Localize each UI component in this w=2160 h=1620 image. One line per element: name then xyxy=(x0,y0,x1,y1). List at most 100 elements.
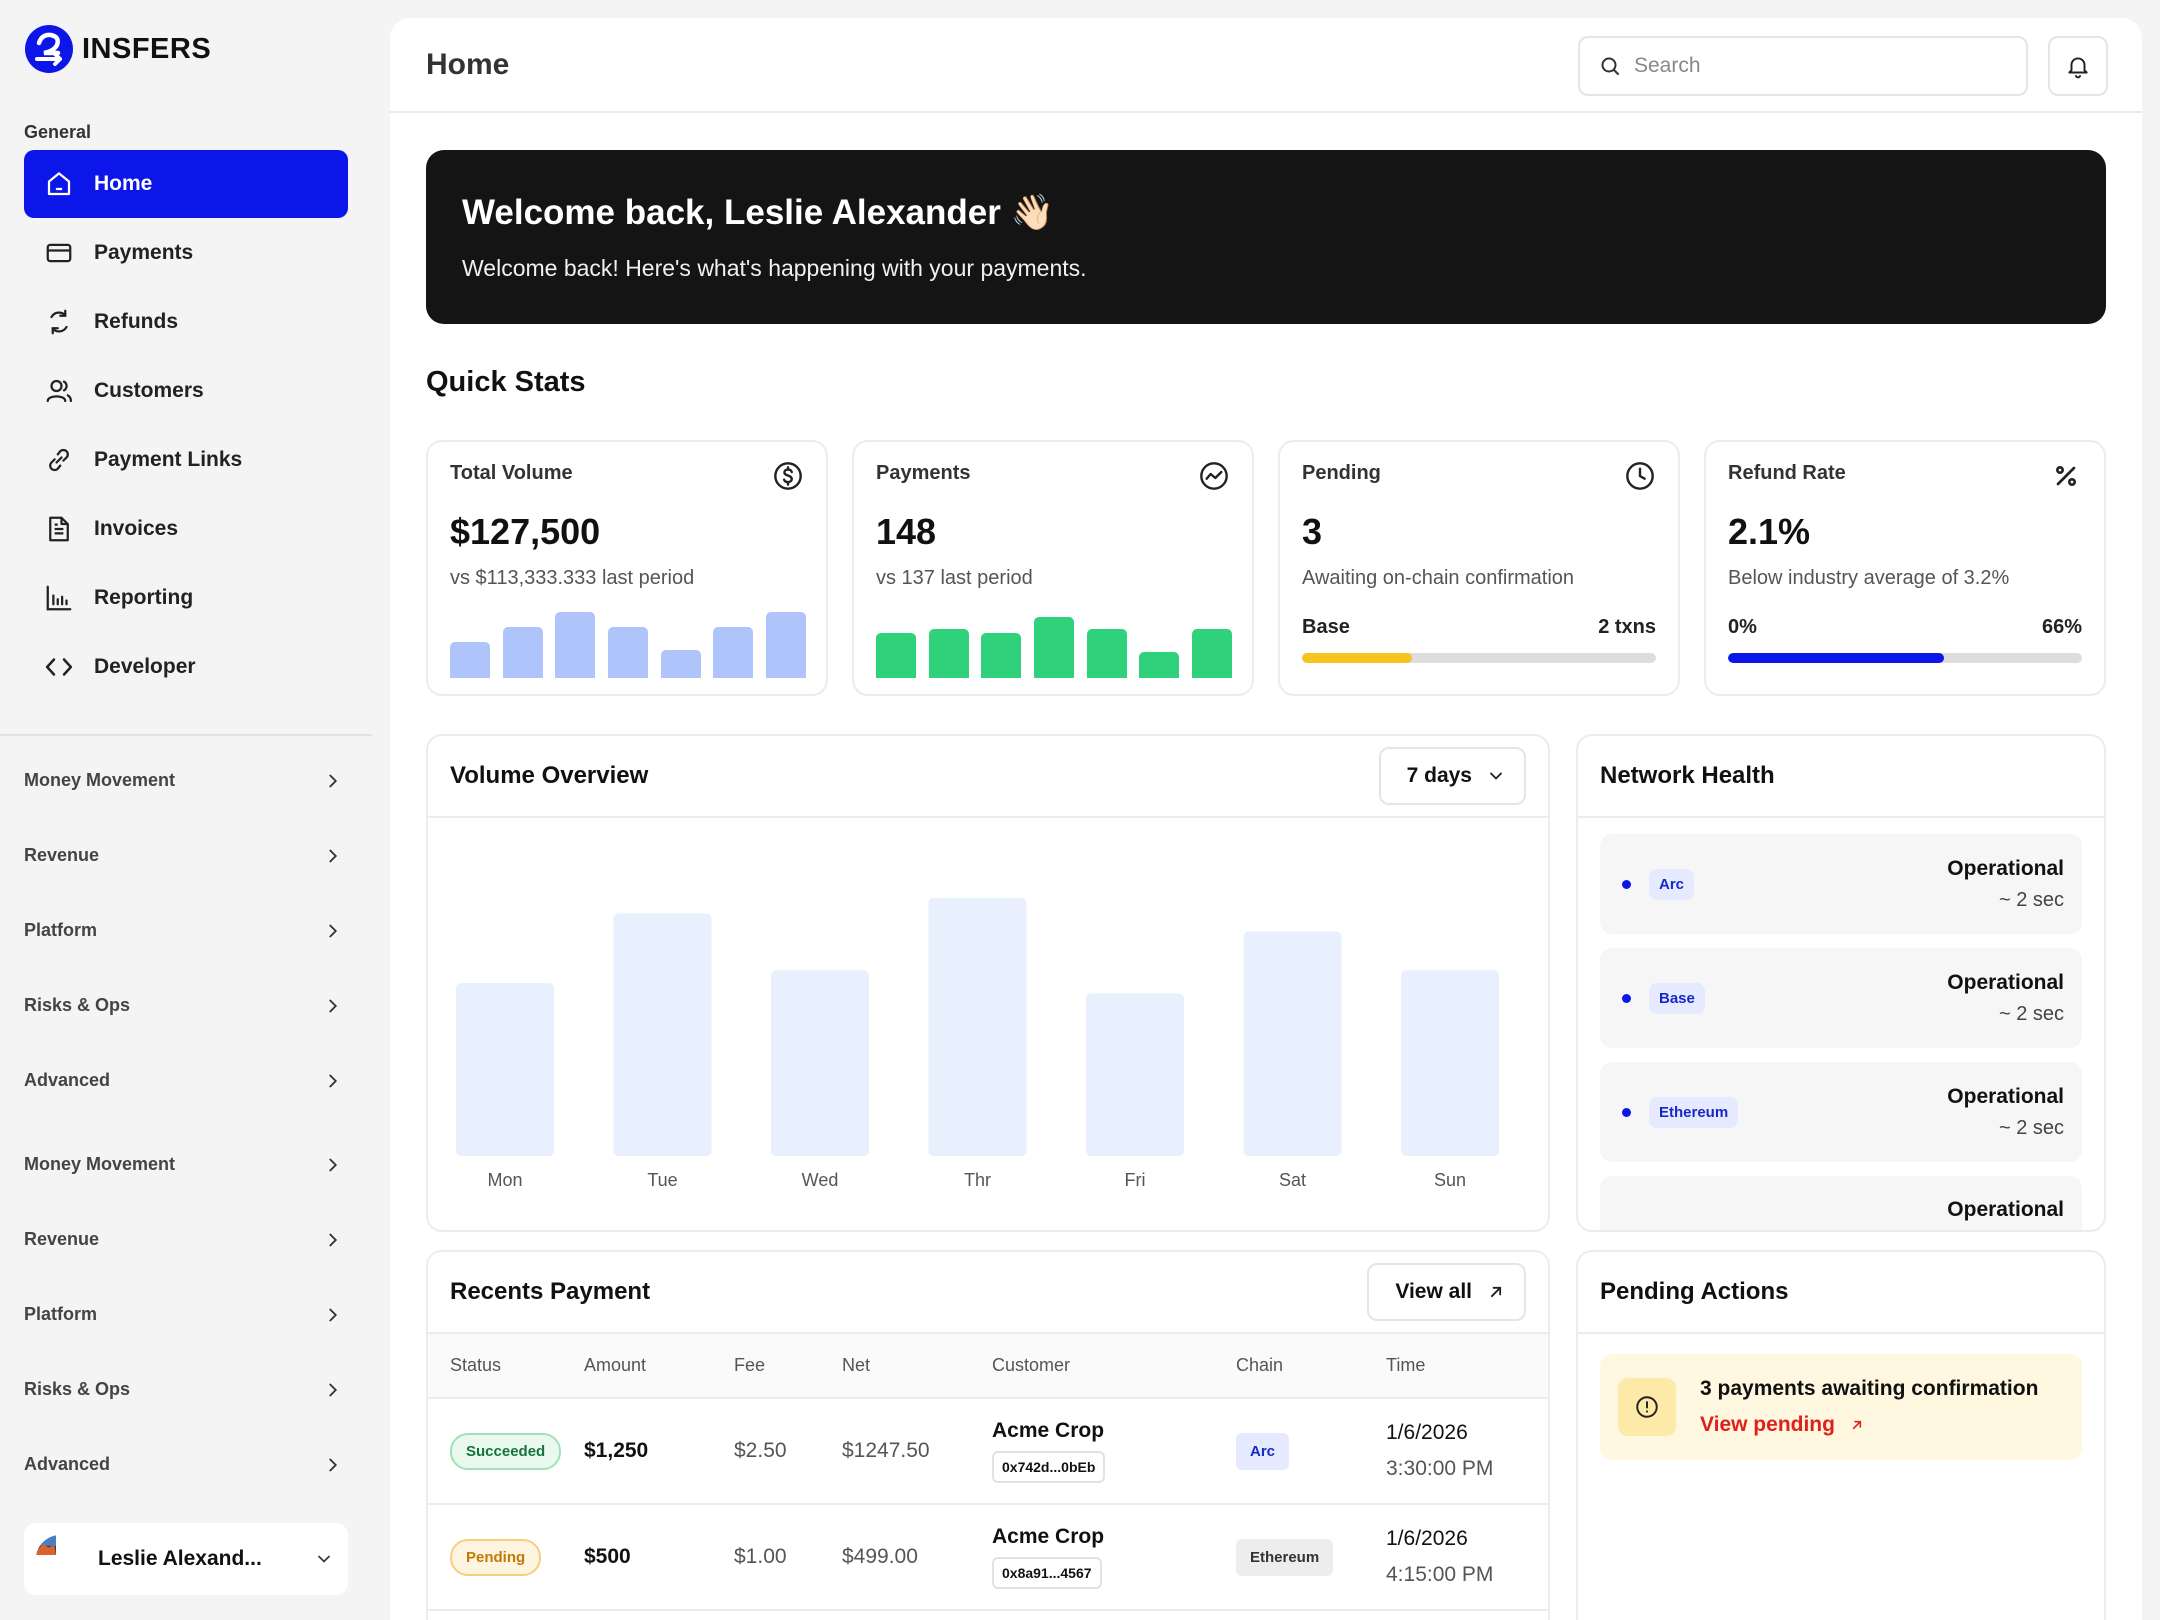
user-menu[interactable]: Leslie Alexand... xyxy=(24,1523,348,1595)
link-icon xyxy=(49,448,69,472)
column-header[interactable]: Amount xyxy=(584,1334,734,1399)
chain-badge: Ethereum xyxy=(1236,1538,1334,1576)
sidebar-item-payments[interactable]: Payments xyxy=(24,219,348,287)
user-name: Leslie Alexand... xyxy=(98,1547,262,1570)
wallet-address[interactable]: 0x742d...0bEb xyxy=(992,1451,1106,1483)
network-health-card: Network Health Arc Operational ~ 2 sec B… xyxy=(1576,734,2106,1232)
column-header[interactable]: Fee xyxy=(734,1334,842,1399)
arrow-up-right-icon xyxy=(1852,1420,1862,1430)
sidebar-item-home[interactable]: Home xyxy=(24,150,348,218)
chevron-down-icon xyxy=(318,1555,330,1563)
card-header: Network Health xyxy=(1578,736,2104,818)
sidebar-item-developer[interactable]: Developer xyxy=(24,633,348,701)
x-axis-tick-label: Wed xyxy=(802,1170,839,1190)
chart-bar-sun[interactable] xyxy=(1401,970,1499,1156)
sidebar-group-advanced[interactable]: Advanced xyxy=(24,1427,348,1502)
search-input[interactable]: Search xyxy=(1578,36,2028,96)
sidebar-group-risks-ops[interactable]: Risks & Ops xyxy=(24,1352,348,1427)
home-icon xyxy=(47,172,71,196)
network-latency: ~ 2 sec xyxy=(1998,1002,2064,1025)
chart-bar-sat[interactable] xyxy=(1243,931,1342,1156)
sidebar-group-platform[interactable]: Platform xyxy=(24,1277,348,1352)
chart-bar-thr[interactable] xyxy=(928,898,1027,1156)
network-item-arc: Arc Operational ~ 2 sec xyxy=(1600,834,2082,934)
network-status: Operational xyxy=(1947,1198,2064,1222)
sidebar-item-customers[interactable]: Customers xyxy=(24,357,348,425)
customer-cell: Acme Crop 0x8a91...4567 xyxy=(992,1504,1236,1611)
volume-bar-chart: Mon Tue Wed Thr Fri Sat Sun xyxy=(456,898,1499,1190)
sidebar-group-label: Risks & Ops xyxy=(24,1379,131,1399)
x-axis-tick-label: Sat xyxy=(1279,1170,1306,1190)
range-select[interactable]: 7 days xyxy=(1378,747,1526,805)
view-all-button[interactable]: View all xyxy=(1367,1263,1526,1321)
sidebar-item-reporting[interactable]: Reporting xyxy=(24,564,348,632)
status-cell: Succeeded xyxy=(428,1398,584,1505)
sidebar-group-revenue[interactable]: Revenue xyxy=(24,1202,348,1277)
status-badge: Pending xyxy=(450,1538,542,1576)
network-status-label: Operational xyxy=(1947,1084,2064,1108)
sidebar-item-refunds[interactable]: Refunds xyxy=(24,288,348,356)
date-text: 1/6/2026 xyxy=(1386,1421,1468,1444)
network-status: Operational ~ 2 sec xyxy=(1947,857,2064,912)
logo-icon xyxy=(25,25,73,73)
wallet-address[interactable]: 0x8a91...4567 xyxy=(992,1557,1102,1589)
sidebar-item-invoices[interactable]: Invoices xyxy=(24,495,348,563)
sidebar-item-label: Home xyxy=(94,172,153,195)
network-status-label: Operational xyxy=(1947,856,2064,880)
chart-bar-wed[interactable] xyxy=(771,970,869,1156)
sidebar-group-label: Platform xyxy=(24,920,98,940)
sidebar-group-money-movement[interactable]: Money Movement xyxy=(24,743,348,818)
network-status-label: Operational xyxy=(1947,1198,2064,1221)
view-pending-label: View pending xyxy=(1700,1413,1835,1436)
brand-logo[interactable]: INSFERS xyxy=(24,24,211,74)
notifications-button[interactable] xyxy=(2048,36,2108,96)
mini-bar xyxy=(713,627,754,678)
sidebar-group-revenue[interactable]: Revenue xyxy=(24,818,348,893)
net-cell: $499.00 xyxy=(842,1504,992,1611)
recent-payments-card: Recents Payment View all Status Amount F… xyxy=(426,1250,1550,1620)
table-row[interactable]: Pending $500 $1.00 $499.00 Acme Crop 0x8… xyxy=(428,1504,1548,1611)
stat-card-payments: Payments 148 vs 137 last period xyxy=(852,440,1254,696)
bell-icon xyxy=(2068,57,2088,79)
progress-labels: 0% 66% xyxy=(1728,616,2082,639)
chart-bar-tue[interactable] xyxy=(613,913,712,1156)
chevron-right-icon xyxy=(329,1458,338,1471)
sidebar-group-money-movement[interactable]: Money Movement xyxy=(24,1127,348,1202)
card-title: Volume Overview xyxy=(450,762,649,789)
refresh-icon xyxy=(50,309,68,335)
column-header[interactable]: Time xyxy=(1386,1334,1548,1399)
sidebar-group-label: Revenue xyxy=(24,1229,100,1249)
brand-name: INSFERS xyxy=(82,32,212,65)
sidebar-item-label: Reporting xyxy=(94,586,194,609)
chevron-right-icon xyxy=(329,1233,338,1246)
card-header: Pending Actions xyxy=(1578,1252,2104,1334)
view-pending-link[interactable]: View pending xyxy=(1700,1413,2038,1437)
fee-cell: $2.50 xyxy=(734,1398,842,1505)
users-icon xyxy=(46,379,72,403)
status-cell: Pending xyxy=(428,1504,584,1611)
sidebar-group-risks-ops[interactable]: Risks & Ops xyxy=(24,968,348,1043)
column-header[interactable]: Chain xyxy=(1236,1334,1386,1399)
sidebar-nav: Home Payments Refunds Customers Payment … xyxy=(24,150,348,702)
amount-cell: $500 xyxy=(584,1504,734,1611)
sidebar-item-payment-links[interactable]: Payment Links xyxy=(24,426,348,494)
date-text: 1/6/2026 xyxy=(1386,1527,1468,1550)
chart-bar-fri[interactable] xyxy=(1086,993,1184,1156)
trend-icon xyxy=(1200,462,1228,490)
sidebar-group-platform[interactable]: Platform xyxy=(24,893,348,968)
column-header[interactable]: Net xyxy=(842,1334,992,1399)
chevron-right-icon xyxy=(329,924,338,937)
progress-left-label: 0% xyxy=(1728,616,1757,638)
chart-bar-mon[interactable] xyxy=(456,983,554,1156)
mini-bar xyxy=(981,633,1022,678)
column-header[interactable]: Status xyxy=(428,1334,584,1399)
sidebar-group-advanced[interactable]: Advanced xyxy=(24,1043,348,1118)
bar-chart-icon xyxy=(46,585,72,611)
x-axis-tick-label: Thr xyxy=(964,1170,991,1190)
table-row[interactable]: Succeeded $1,250 $2.50 $1247.50 Acme Cro… xyxy=(428,1398,1548,1505)
card-title: Recents Payment xyxy=(450,1278,651,1305)
sidebar-item-label: Invoices xyxy=(94,517,179,540)
column-header[interactable]: Customer xyxy=(992,1334,1236,1399)
pending-actions-card: Pending Actions 3 payments awaiting conf… xyxy=(1576,1250,2106,1620)
stat-label: Payments xyxy=(876,462,971,484)
